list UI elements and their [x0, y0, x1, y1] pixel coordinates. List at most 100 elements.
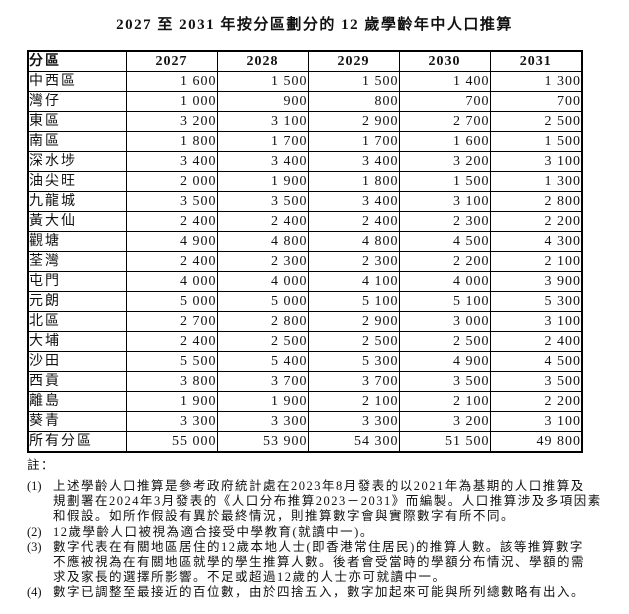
district-cell: 灣仔 [27, 91, 127, 112]
value-cell: 2 000 [125, 171, 218, 192]
note-label: (4) [27, 585, 42, 600]
value-cell: 5 300 [307, 351, 400, 372]
value-cell: 1 800 [125, 131, 218, 152]
district-cell: 離島 [27, 391, 127, 412]
note-item: (3) 數字代表在有關地區居住的12歲本地人士(即香港常住居民)的推算人數。該等推… [27, 540, 605, 586]
value-cell: 4 000 [398, 271, 491, 292]
value-cell: 5 000 [125, 291, 218, 312]
note-item: (2) 12歲學齡人口被視為適合接受中學教育(就讀中一)。 [27, 525, 605, 540]
value-cell: 3 100 [489, 151, 583, 172]
note-text: 數字代表在有關地區居住的12歲本地人士(即香港常住居民)的推算人數。該等推算數字… [53, 540, 605, 586]
value-cell: 2 300 [307, 251, 400, 272]
value-cell: 55 000 [125, 431, 218, 453]
value-cell: 2 500 [307, 331, 400, 352]
value-cell: 2 900 [307, 111, 400, 132]
value-cell: 2 800 [216, 311, 309, 332]
value-cell: 3 100 [398, 191, 491, 212]
table-body: 中西區 1 600 1 500 1 500 1 400 1 300 灣仔 1 000 900 80… [27, 71, 583, 453]
value-cell: 1 500 [398, 171, 491, 192]
value-cell: 2 700 [125, 311, 218, 332]
table-row: 大埔 2 400 2 500 2 500 2 500 2 400 [27, 331, 583, 352]
value-cell: 4 100 [307, 271, 400, 292]
value-cell: 3 300 [307, 411, 400, 432]
district-cell: 沙田 [27, 351, 127, 372]
value-cell: 3 200 [398, 151, 491, 172]
district-cell: 中西區 [27, 71, 127, 92]
district-cell: 黃大仙 [27, 211, 127, 232]
table-row: 沙田 5 500 5 400 5 300 4 900 4 500 [27, 351, 583, 372]
column-header-year-2031: 2031 [489, 50, 583, 72]
note-text: 上述學齡人口推算是參考政府統計處在2023年8月發表的以2021年為基期的人口推… [53, 479, 605, 525]
district-cell: 北區 [27, 311, 127, 332]
note-line: 12歲學齡人口被視為適合接受中學教育(就讀中一)。 [53, 524, 374, 539]
value-cell: 3 300 [216, 411, 309, 432]
value-cell: 2 400 [125, 331, 218, 352]
note-line: 不應被視為在有關地區就學的學生推算人數。後者會受當時的學額分布情況、學額的需 [53, 555, 586, 570]
value-cell: 4 300 [489, 231, 583, 252]
note-item: (4) 數字已調整至最接近的百位數，由於四捨五入，數字加起來可能與所列總數略有出入… [27, 585, 605, 600]
value-cell: 54 300 [307, 431, 400, 453]
note-line: 數字代表在有關地區居住的12歲本地人士(即香港常住居民)的推算人數。該等推算數字 [53, 539, 584, 554]
note-text: 數字已調整至最接近的百位數，由於四捨五入，數字加起來可能與所列總數略有出入。 [53, 585, 605, 600]
page-title: 2027 至 2031 年按分區劃分的 12 歲學齡年中人口推算 [116, 17, 513, 33]
value-cell: 4 000 [125, 271, 218, 292]
value-cell: 700 [398, 91, 491, 112]
note-line: 和假設。如所作假設有異於最終情況，則推算數字會與實際數字有所不同。 [53, 509, 516, 524]
district-cell: 大埔 [27, 331, 127, 352]
value-cell: 2 500 [216, 331, 309, 352]
value-cell: 5 100 [307, 291, 400, 312]
table-row: 黃大仙 2 400 2 400 2 400 2 300 2 200 [27, 211, 583, 232]
table-row: 元朗 5 000 5 000 5 100 5 100 5 300 [27, 291, 583, 312]
value-cell: 4 900 [398, 351, 491, 372]
value-cell: 3 200 [398, 411, 491, 432]
note-line: 上述學齡人口推算是參考政府統計處在2023年8月發表的以2021年為基期的人口推… [53, 479, 585, 493]
value-cell: 1 600 [398, 131, 491, 152]
district-cell: 葵青 [27, 411, 127, 432]
value-cell: 1 900 [216, 391, 309, 412]
value-cell: 700 [489, 91, 583, 112]
value-cell: 2 400 [489, 331, 583, 352]
value-cell: 4 000 [216, 271, 309, 292]
column-header-year-2028: 2028 [216, 50, 309, 72]
value-cell: 3 000 [398, 311, 491, 332]
column-header-year-2027: 2027 [125, 50, 218, 72]
value-cell: 1 000 [125, 91, 218, 112]
value-cell: 4 900 [125, 231, 218, 252]
value-cell: 2 800 [489, 191, 583, 212]
value-cell: 49 800 [489, 431, 583, 453]
value-cell: 3 500 [489, 371, 583, 392]
district-cell: 西貢 [27, 371, 127, 392]
value-cell: 1 300 [489, 71, 583, 92]
value-cell: 5 000 [216, 291, 309, 312]
value-cell: 1 800 [307, 171, 400, 192]
district-cell: 南區 [27, 131, 127, 152]
column-header-year-2030: 2030 [398, 50, 491, 72]
value-cell: 800 [307, 91, 400, 112]
value-cell: 3 700 [216, 371, 309, 392]
value-cell: 3 100 [489, 411, 583, 432]
value-cell: 900 [216, 91, 309, 112]
note-label: (3) [27, 539, 42, 554]
value-cell: 4 500 [398, 231, 491, 252]
value-cell: 1 600 [125, 71, 218, 92]
table-row: 西貢 3 800 3 700 3 700 3 500 3 500 [27, 371, 583, 392]
note-label: (2) [27, 524, 42, 539]
table-row: 南區 1 800 1 700 1 700 1 600 1 500 [27, 131, 583, 152]
value-cell: 2 700 [398, 111, 491, 132]
value-cell: 3 800 [125, 371, 218, 392]
table-row: 灣仔 1 000 900 800 700 700 [27, 91, 583, 112]
column-header-district: 分區 [27, 50, 127, 72]
value-cell: 4 500 [489, 351, 583, 372]
value-cell: 2 300 [398, 211, 491, 232]
value-cell: 2 400 [307, 211, 400, 232]
value-cell: 4 800 [216, 231, 309, 252]
value-cell: 1 500 [307, 71, 400, 92]
value-cell: 4 800 [307, 231, 400, 252]
value-cell: 1 700 [216, 131, 309, 152]
value-cell: 51 500 [398, 431, 491, 453]
note-line: 數字已調整至最接近的百位數，由於四捨五入，數字加起來可能與所列總數略有出入。 [53, 585, 586, 600]
value-cell: 5 300 [489, 291, 583, 312]
value-cell: 2 500 [398, 331, 491, 352]
value-cell: 1 900 [125, 391, 218, 412]
